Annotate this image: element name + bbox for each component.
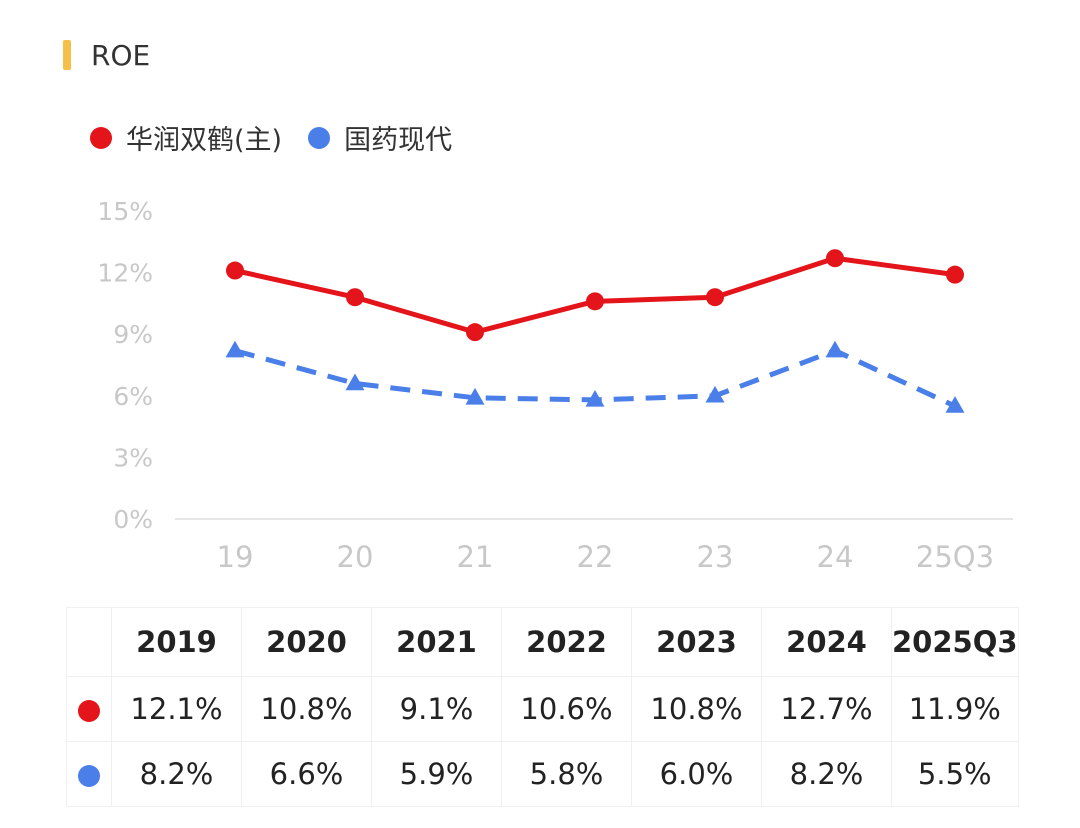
table-header-cell: 2023 [631,607,762,677]
table-cell: 12.7% [761,676,892,742]
data-point-1-3 [585,389,605,407]
x-tick-label: 20 [337,540,374,574]
table-cell: 9.1% [371,676,502,742]
data-point-0-6 [946,265,964,284]
table-cell: 8.2% [111,741,242,807]
table-row: 12.1% 10.8% 9.1% 10.6% 10.8% 12.7% 11.9% [66,676,1019,742]
table-cell: 10.8% [631,676,762,742]
y-tick-label: 9% [113,320,153,349]
data-point-0-2 [466,323,484,342]
table-cell: 6.6% [241,741,372,807]
chart-legend: 华润双鹤(主) 国药现代 [90,118,478,157]
y-tick-label: 3% [113,443,153,472]
legend-label: 华润双鹤(主) [126,125,283,156]
table-cell: 11.9% [891,676,1019,742]
table-header-cell: 2024 [761,607,892,677]
data-point-0-3 [586,292,604,311]
table-header-cell: 2022 [501,607,632,677]
y-tick-label: 0% [113,505,153,534]
blue-dot-icon [78,765,100,787]
legend-dot-icon [308,126,331,149]
row-marker-cell [66,676,112,742]
y-tick-label: 15% [97,197,153,226]
data-point-1-0 [225,340,245,358]
legend-item-crsh[interactable]: 华润双鹤(主) [90,118,282,157]
legend-label: 国药现代 [344,125,453,156]
table-cell: 5.8% [501,741,632,807]
x-tick-label: 22 [577,540,614,574]
data-point-0-0 [226,261,244,280]
chart-title: ROE [91,38,151,72]
data-point-1-6 [945,396,965,413]
x-tick-label: 25Q3 [916,540,994,574]
table-cell: 5.9% [371,741,502,807]
table-row: 8.2% 6.6% 5.9% 5.8% 6.0% 8.2% 5.5% [66,741,1019,807]
table-header-cell: 2020 [241,607,372,677]
data-point-0-1 [346,288,364,307]
data-point-0-5 [826,249,844,268]
row-marker-cell [66,741,112,807]
roe-data-table: 2019 2020 2021 2022 2023 2024 2025Q3 12.… [66,607,1019,807]
table-cell: 6.0% [631,741,762,807]
chart-header: ROE [63,38,150,72]
table-header-cell: 2019 [111,607,242,677]
table-cell: 12.1% [111,676,242,742]
table-cell: 10.6% [501,676,632,742]
table-cell: 8.2% [761,741,892,807]
data-point-0-4 [706,288,724,307]
table-header-row: 2019 2020 2021 2022 2023 2024 2025Q3 [66,607,1019,677]
title-accent-bar [63,40,71,70]
table-header-cell: 2025Q3 [891,607,1019,677]
table-corner-cell [66,607,112,677]
red-dot-icon [78,700,100,722]
legend-item-gyxd[interactable]: 国药现代 [308,118,452,157]
x-tick-label: 24 [817,540,854,574]
roe-line-chart: 0% 3% 6% 9% 12% 15% 19 20 21 22 23 24 25Q3 [97,197,1013,574]
table-cell: 5.5% [891,741,1019,807]
data-point-1-4 [705,385,725,403]
x-tick-label: 19 [217,540,254,574]
y-tick-label: 12% [97,259,153,288]
data-point-1-5 [825,340,845,358]
table-cell: 10.8% [241,676,372,742]
x-tick-label: 21 [457,540,494,574]
table-header-cell: 2021 [371,607,502,677]
y-tick-label: 6% [113,382,153,411]
data-point-1-2 [465,387,485,405]
legend-dot-icon [90,126,112,149]
x-tick-label: 23 [697,540,734,574]
data-point-1-1 [345,373,365,391]
